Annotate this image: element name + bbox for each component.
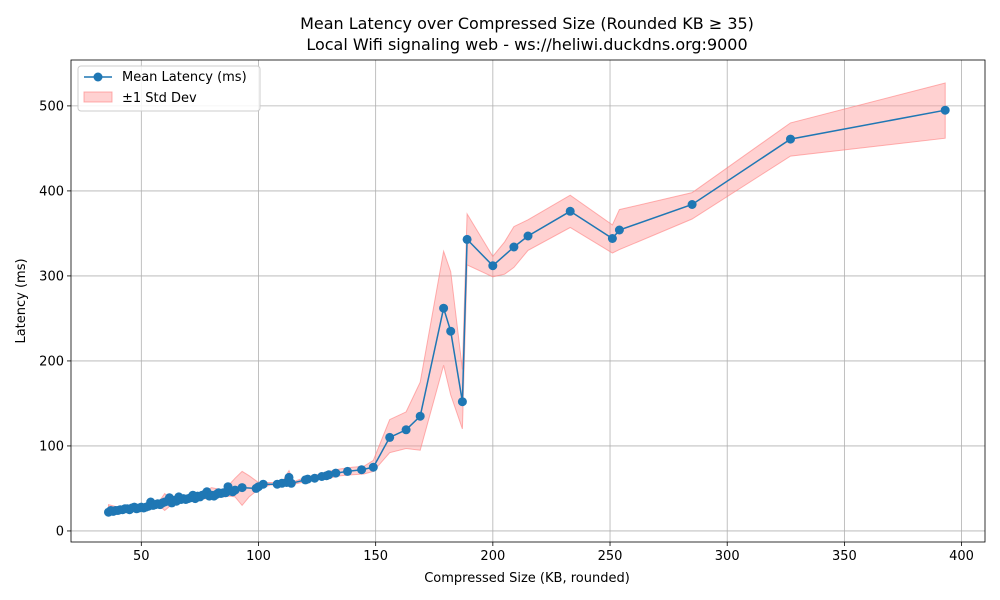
x-tick-label: 300: [715, 549, 740, 564]
x-tick-label: 150: [363, 549, 388, 564]
data-point: [786, 134, 795, 144]
std-dev-band: [108, 82, 946, 517]
legend-box: [77, 65, 261, 112]
data-point: [457, 397, 467, 407]
data-point: [940, 105, 950, 115]
legend: Mean Latency (ms) ±1 Std Dev: [77, 65, 261, 112]
y-tick-label: 300: [39, 269, 64, 284]
data-point: [607, 234, 617, 243]
legend-marker-swatch: [93, 72, 103, 82]
data-point: [357, 465, 367, 475]
data-point: [310, 473, 320, 483]
data-point: [488, 261, 498, 271]
data-point: [237, 483, 247, 493]
data-point: [324, 470, 334, 480]
data-point: [687, 200, 697, 209]
data-point: [614, 225, 624, 235]
x-tick-label: 400: [949, 549, 974, 564]
chart-subtitle: Local Wifi signaling web - ws://heliwi.d…: [306, 35, 747, 54]
data-point: [401, 425, 411, 435]
data-point: [523, 231, 533, 241]
y-tick-label: 100: [39, 439, 64, 454]
data-point: [439, 303, 449, 313]
legend-mean-label: Mean Latency (ms): [122, 70, 247, 85]
x-tick-label: 200: [480, 549, 505, 564]
data-point: [331, 468, 341, 478]
grid-lines: [71, 60, 985, 542]
x-axis-label: Compressed Size (KB, rounded): [424, 571, 630, 586]
data-point: [343, 466, 352, 476]
plot-frame: [70, 59, 986, 543]
data-point: [415, 411, 425, 421]
legend-band-swatch: [83, 91, 113, 103]
x-tick-label: 350: [832, 549, 857, 564]
data-point: [385, 432, 395, 442]
data-point: [230, 485, 240, 495]
y-tick-label: 400: [39, 184, 64, 199]
chart-title: Mean Latency over Compressed Size (Round…: [300, 14, 754, 33]
y-tick-label: 200: [39, 354, 64, 369]
mean-latency-line: [108, 109, 946, 513]
x-tick-label: 250: [598, 549, 623, 564]
data-points: [104, 105, 950, 517]
data-point: [509, 242, 519, 252]
y-tick-label: 500: [39, 99, 64, 114]
data-point: [258, 479, 268, 489]
legend-band-label: ±1 Std Dev: [122, 91, 197, 106]
y-axis-label: Latency (ms): [14, 258, 29, 343]
y-tick-label: 0: [56, 524, 64, 539]
x-tick-label: 100: [246, 549, 271, 564]
data-point: [368, 462, 378, 472]
data-point: [462, 234, 472, 244]
data-point: [303, 474, 313, 484]
data-point: [446, 326, 456, 336]
data-point: [286, 478, 296, 488]
x-tick-label: 50: [133, 549, 150, 564]
axis-ticks: 50 100 150 200 250 300 350 400 0 100 200 300 400 500: [39, 99, 974, 564]
data-point: [565, 206, 575, 216]
